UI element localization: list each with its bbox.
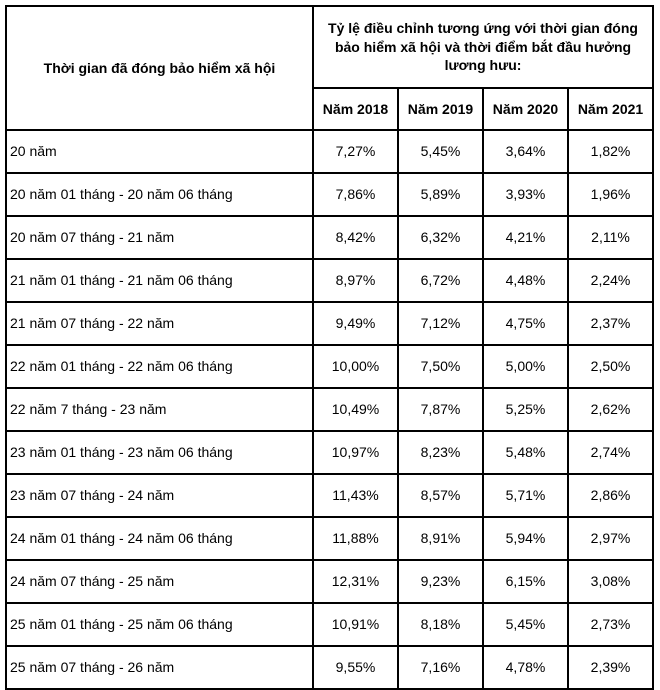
cell-value: 7,27% — [312, 129, 399, 174]
cell-value: 2,11% — [566, 215, 655, 260]
cell-value: 5,25% — [482, 387, 569, 432]
cell-value: 6,72% — [397, 258, 484, 303]
cell-value: 4,75% — [482, 301, 569, 346]
cell-value: 7,87% — [397, 387, 484, 432]
row-label: 21 năm 01 tháng - 21 năm 06 tháng — [5, 258, 314, 303]
table-row: 21 năm 01 tháng - 21 năm 06 tháng 8,97% … — [5, 258, 655, 303]
cell-value: 2,50% — [566, 344, 655, 389]
cell-value: 9,49% — [312, 301, 399, 346]
cell-value: 6,32% — [397, 215, 484, 260]
cell-value: 4,21% — [482, 215, 569, 260]
row-label: 24 năm 07 tháng - 25 năm — [5, 559, 314, 604]
column-header-year-2018: Năm 2018 — [312, 87, 399, 131]
cell-value: 2,24% — [566, 258, 655, 303]
cell-value: 8,18% — [397, 602, 484, 647]
cell-value: 9,55% — [312, 645, 399, 690]
cell-value: 10,00% — [312, 344, 399, 389]
row-label: 22 năm 01 tháng - 22 năm 06 tháng — [5, 344, 314, 389]
cell-value: 3,08% — [566, 559, 655, 604]
table-row: 23 năm 01 tháng - 23 năm 06 tháng 10,97%… — [5, 430, 655, 475]
row-label: 20 năm 07 tháng - 21 năm — [5, 215, 314, 260]
cell-value: 5,89% — [397, 172, 484, 217]
cell-value: 3,64% — [482, 129, 569, 174]
cell-value: 10,49% — [312, 387, 399, 432]
cell-value: 2,74% — [566, 430, 655, 475]
header-row-years: Năm 2018 Năm 2019 Năm 2020 Năm 2021 — [6, 87, 655, 131]
table-row: 24 năm 07 tháng - 25 năm 12,31% 9,23% 6,… — [5, 559, 655, 604]
cell-value: 5,45% — [482, 602, 569, 647]
row-label: 25 năm 01 tháng - 25 năm 06 tháng — [5, 602, 314, 647]
cell-value: 1,82% — [566, 129, 655, 174]
column-header-year-2019: Năm 2019 — [397, 87, 484, 131]
cell-value: 2,62% — [566, 387, 655, 432]
table-row: 25 năm 01 tháng - 25 năm 06 tháng 10,91%… — [5, 602, 655, 647]
cell-value: 7,16% — [397, 645, 484, 690]
cell-value: 2,37% — [566, 301, 655, 346]
cell-value: 5,00% — [482, 344, 569, 389]
cell-value: 2,73% — [566, 602, 655, 647]
row-label: 22 năm 7 tháng - 23 năm — [5, 387, 314, 432]
cell-value: 5,71% — [482, 473, 569, 518]
cell-value: 5,48% — [482, 430, 569, 475]
row-label: 21 năm 07 tháng - 22 năm — [5, 301, 314, 346]
cell-value: 4,78% — [482, 645, 569, 690]
cell-value: 2,86% — [566, 473, 655, 518]
cell-value: 8,97% — [312, 258, 399, 303]
table-row: 20 năm 07 tháng - 21 năm 8,42% 6,32% 4,2… — [5, 215, 655, 260]
row-label: 23 năm 01 tháng - 23 năm 06 tháng — [5, 430, 314, 475]
column-header-year-2020: Năm 2020 — [482, 87, 569, 131]
cell-value: 11,88% — [312, 516, 399, 561]
cell-value: 7,12% — [397, 301, 484, 346]
row-label: 20 năm 01 tháng - 20 năm 06 tháng — [5, 172, 314, 217]
cell-value: 4,48% — [482, 258, 569, 303]
row-label: 20 năm — [5, 129, 314, 174]
table-row: 22 năm 7 tháng - 23 năm 10,49% 7,87% 5,2… — [5, 387, 655, 432]
cell-value: 1,96% — [566, 172, 655, 217]
row-label: 23 năm 07 tháng - 24 năm — [5, 473, 314, 518]
cell-value: 11,43% — [312, 473, 399, 518]
cell-value: 12,31% — [312, 559, 399, 604]
cell-value: 2,39% — [566, 645, 655, 690]
table-row: 21 năm 07 tháng - 22 năm 9,49% 7,12% 4,7… — [5, 301, 655, 346]
table-row: 24 năm 01 tháng - 24 năm 06 tháng 11,88%… — [5, 516, 655, 561]
table-row: 20 năm 7,27% 5,45% 3,64% 1,82% — [5, 129, 655, 174]
row-label: 24 năm 01 tháng - 24 năm 06 tháng — [5, 516, 314, 561]
cell-value: 5,45% — [397, 129, 484, 174]
cell-value: 2,97% — [566, 516, 655, 561]
cell-value: 7,86% — [312, 172, 399, 217]
cell-value: 8,23% — [397, 430, 484, 475]
cell-value: 8,57% — [397, 473, 484, 518]
table-row: 20 năm 01 tháng - 20 năm 06 tháng 7,86% … — [5, 172, 655, 217]
table-row: 25 năm 07 tháng - 26 năm 9,55% 7,16% 4,7… — [5, 645, 655, 690]
cell-value: 8,91% — [397, 516, 484, 561]
column-group-header-adjustment-rate: Tỷ lệ điều chỉnh tương ứng với thời gian… — [311, 5, 655, 89]
cell-value: 10,91% — [312, 602, 399, 647]
pension-adjustment-table: Thời gian đã đóng bảo hiểm xã hội Tỷ lệ … — [5, 5, 655, 690]
header-row-group: Thời gian đã đóng bảo hiểm xã hội Tỷ lệ … — [5, 5, 655, 131]
cell-value: 3,93% — [482, 172, 569, 217]
table-row: 22 năm 01 tháng - 22 năm 06 tháng 10,00%… — [5, 344, 655, 389]
column-header-year-2021: Năm 2021 — [566, 87, 655, 131]
row-label: 25 năm 07 tháng - 26 năm — [5, 645, 314, 690]
table-row: 23 năm 07 tháng - 24 năm 11,43% 8,57% 5,… — [5, 473, 655, 518]
cell-value: 5,94% — [482, 516, 569, 561]
cell-value: 7,50% — [397, 344, 484, 389]
cell-value: 6,15% — [482, 559, 569, 604]
cell-value: 9,23% — [397, 559, 484, 604]
cell-value: 8,42% — [312, 215, 399, 260]
cell-value: 10,97% — [312, 430, 399, 475]
column-header-duration: Thời gian đã đóng bảo hiểm xã hội — [5, 5, 314, 131]
